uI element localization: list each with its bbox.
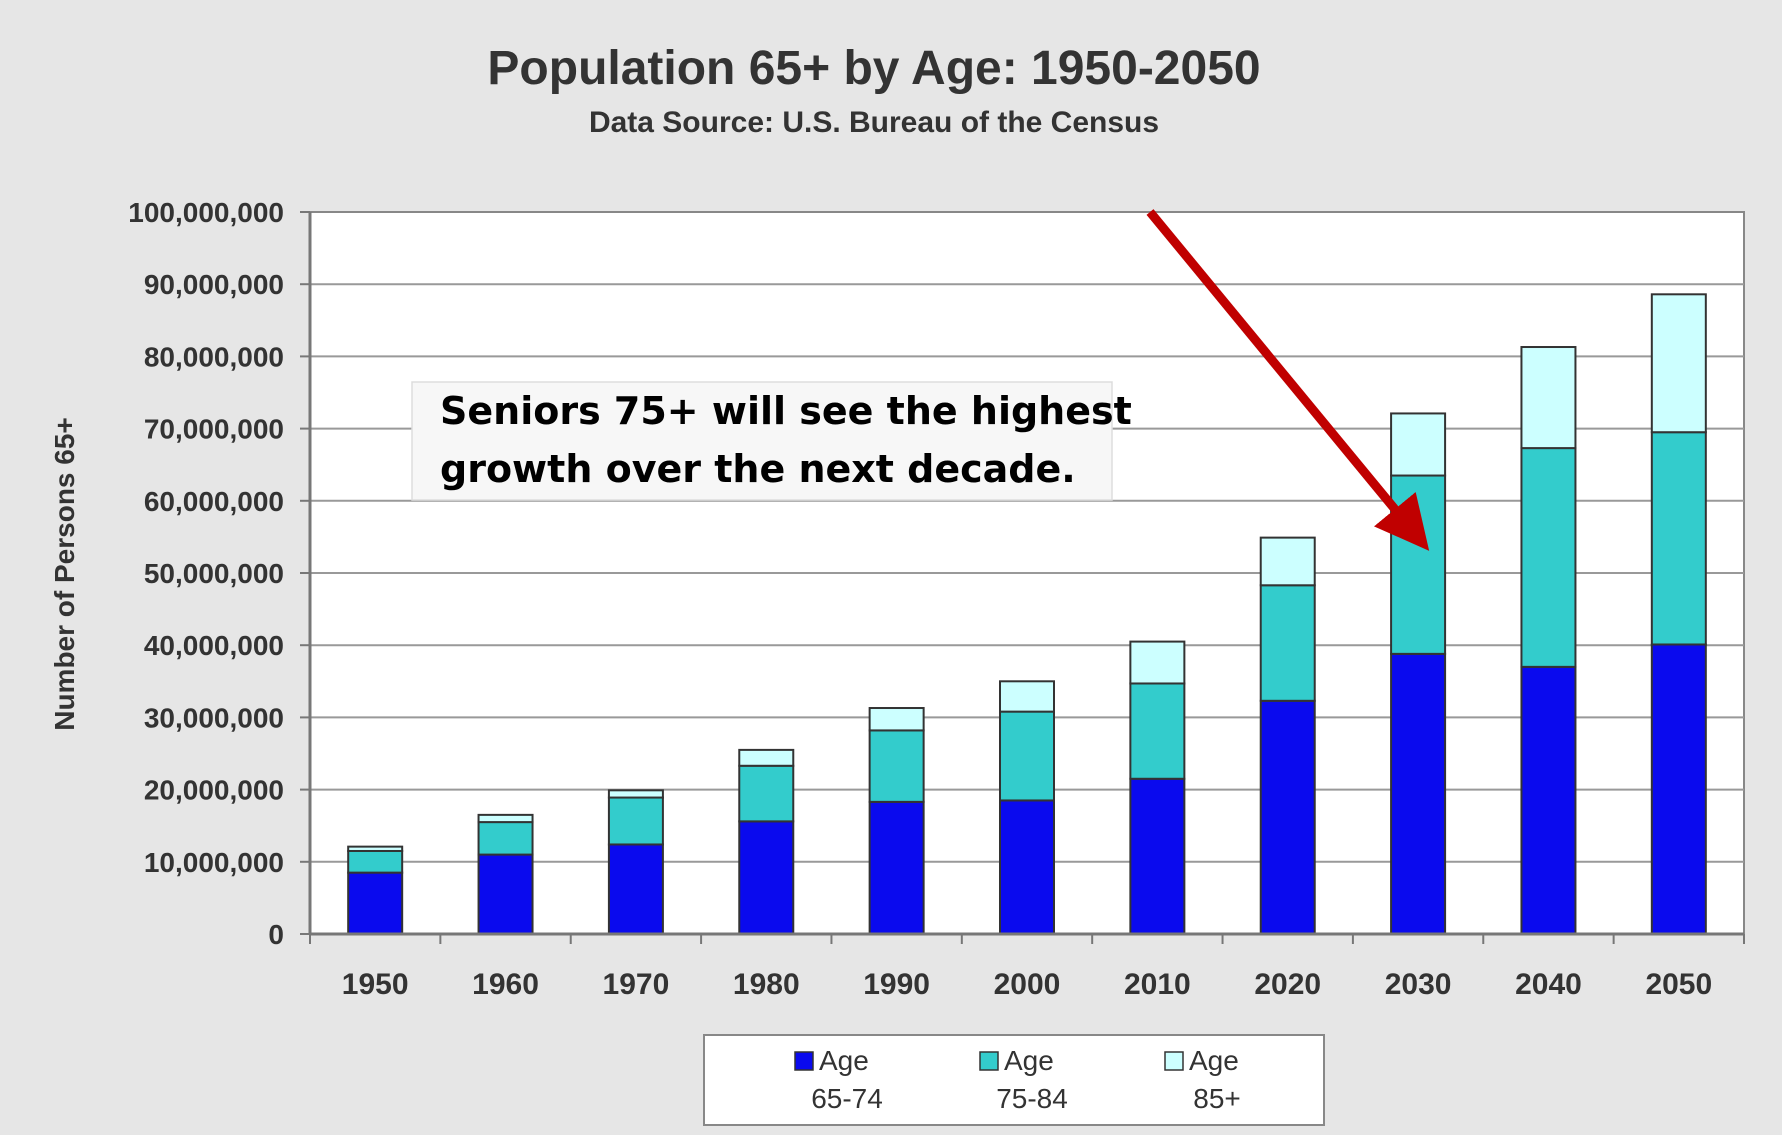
annotation-arrow	[1146, 209, 1430, 551]
annotation-line-1: Seniors 75+ will see the highest	[440, 389, 1132, 433]
x-tick-label: 2020	[1254, 968, 1321, 1001]
legend-swatch	[794, 1051, 814, 1071]
legend: Age 65-74 Age 75-84 Age 85+	[703, 1034, 1325, 1126]
bar-segment-1970-s1	[607, 796, 664, 846]
bar-segment-2020-s0	[1259, 699, 1316, 935]
bar-segment-2020-s1	[1259, 584, 1316, 702]
bar-segment-1990-s2	[868, 707, 925, 732]
bar-segment-1950-s0	[347, 871, 404, 936]
x-tick-label: 1970	[603, 968, 670, 1001]
x-tick-label: 1990	[863, 968, 930, 1001]
bar-segment-2050-s0	[1650, 643, 1707, 936]
bar-segment-2050-s2	[1650, 293, 1707, 434]
annotation-line-2: growth over the next decade.	[440, 447, 1076, 491]
x-tick-label: 2050	[1645, 968, 1712, 1001]
bar-segment-2020-s2	[1259, 536, 1316, 587]
bar-segment-2000-s0	[999, 799, 1055, 935]
chart-title: Population 65+ by Age: 1950-2050	[487, 42, 1260, 95]
x-tick-label: 1980	[733, 968, 800, 1001]
y-axis-ticks: 0 10,000,000 20,000,000 30,000,000 40,000,00…	[128, 197, 310, 950]
annotation: Seniors 75+ will see the highest growth …	[411, 209, 1430, 551]
x-tick-label: 2010	[1124, 968, 1191, 1001]
y-tick-label: 20,000,000	[144, 775, 284, 806]
legend-label: Age	[819, 1045, 869, 1076]
y-axis-label: Number of Persons 65+	[49, 417, 80, 731]
bar-segment-1960-s1	[477, 821, 534, 856]
bar-segment-1970-s0	[607, 843, 664, 935]
legend-label: 85+	[1193, 1083, 1241, 1114]
y-tick-label: 40,000,000	[144, 630, 284, 661]
y-tick-label: 50,000,000	[144, 558, 284, 589]
bar-segment-1960-s2	[477, 813, 534, 824]
legend-label: Age	[1189, 1045, 1239, 1076]
bar-segment-2000-s1	[999, 710, 1055, 802]
bar-segment-1960-s0	[477, 853, 534, 936]
y-tick-label: 60,000,000	[144, 486, 284, 517]
bar-segment-2040-s2	[1520, 346, 1577, 450]
chart-subtitle: Data Source: U.S. Bureau of the Census	[589, 106, 1159, 139]
y-tick-label: 0	[268, 919, 284, 950]
y-tick-label: 90,000,000	[144, 269, 284, 300]
y-tick-label: 10,000,000	[144, 847, 284, 878]
bar-segment-2010-s0	[1129, 777, 1186, 936]
bar-segment-2030-s1	[1390, 474, 1447, 655]
legend-label: 75-84	[996, 1083, 1068, 1114]
bar-segment-1950-s1	[347, 849, 404, 874]
x-tick-label: 1960	[472, 968, 539, 1001]
x-tick-label: 2030	[1385, 968, 1452, 1001]
x-tick-label: 1950	[342, 968, 409, 1001]
bar-segment-1970-s2	[607, 789, 664, 799]
bars	[347, 293, 1707, 936]
legend-swatch	[979, 1051, 999, 1071]
bar-segment-1980-s0	[738, 820, 795, 935]
bar-segment-1990-s0	[868, 800, 925, 936]
bar-segment-2040-s0	[1520, 665, 1577, 935]
bar-segment-2030-s2	[1390, 412, 1447, 477]
x-tick-label: 2000	[994, 968, 1061, 1001]
annotation-box	[411, 381, 1113, 501]
y-tick-label: 100,000,000	[128, 197, 284, 228]
bar-segment-2050-s1	[1650, 431, 1707, 646]
bar-segment-2000-s2	[999, 680, 1055, 713]
bar-segment-2010-s1	[1129, 682, 1186, 780]
legend-label: Age	[1004, 1045, 1054, 1076]
bar-segment-1990-s1	[868, 729, 925, 803]
bar-segment-1980-s1	[738, 764, 795, 823]
legend-box	[703, 1034, 1325, 1126]
bar-segment-2030-s0	[1390, 652, 1447, 935]
legend-label: 65-74	[811, 1083, 883, 1114]
x-tick-label: 2040	[1515, 968, 1582, 1001]
bar-segment-1950-s2	[347, 845, 404, 852]
bar-segment-1980-s2	[738, 748, 795, 767]
gridlines	[310, 283, 1744, 863]
legend-swatch	[1164, 1051, 1184, 1071]
y-tick-label: 80,000,000	[144, 341, 284, 372]
y-tick-label: 70,000,000	[144, 414, 284, 445]
y-tick-label: 30,000,000	[144, 702, 284, 733]
bar-segment-2040-s1	[1520, 447, 1577, 668]
bar-segment-2010-s2	[1129, 640, 1186, 685]
x-axis-ticks: 1950 1960 1970 1980 1990 2000 2010 2020 2030 2040…	[309, 934, 1745, 1001]
